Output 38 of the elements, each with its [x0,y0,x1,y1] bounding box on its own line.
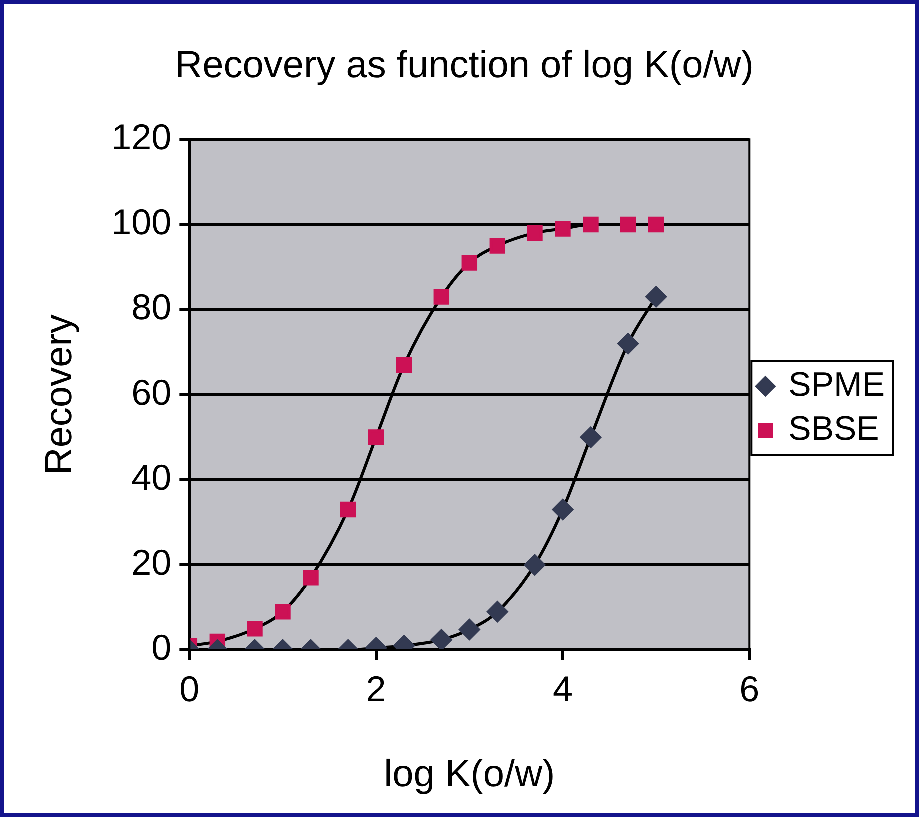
point [648,216,664,233]
point [583,216,599,233]
point [580,426,602,448]
point [527,225,543,242]
point [340,502,356,518]
point [368,430,384,446]
y-tick-label: 60 [132,372,172,413]
y-tick-label: 40 [132,456,172,498]
x-tick-label: 2 [366,668,386,710]
chart-title: Recovery as function of log K(o/w) [175,44,754,86]
point [434,289,450,305]
point [555,221,571,237]
point [459,619,480,640]
point [396,357,412,373]
y-tick-label: 80 [132,286,172,328]
point [303,570,319,586]
point [487,601,508,622]
point [646,286,667,308]
x-axis-title: log K(o/w) [384,754,556,796]
point [620,216,636,233]
point [524,554,546,576]
legend-label: SBSE [788,410,880,448]
point [552,499,574,520]
x-tick-label: 0 [180,668,200,710]
y-tick-label: 100 [112,202,172,243]
y-tick-label: 20 [132,542,172,584]
point [431,629,452,650]
y-tick-label: 0 [152,627,172,668]
point [490,238,506,254]
y-tick-label: 120 [112,116,172,158]
x-tick-label: 6 [740,668,760,710]
point [462,255,478,271]
point [275,604,291,620]
point [618,333,639,354]
y-axis-title: Recovery [38,314,80,476]
legend-label: SPME [788,366,886,404]
x-tick-label: 4 [552,668,573,710]
point [247,621,263,637]
